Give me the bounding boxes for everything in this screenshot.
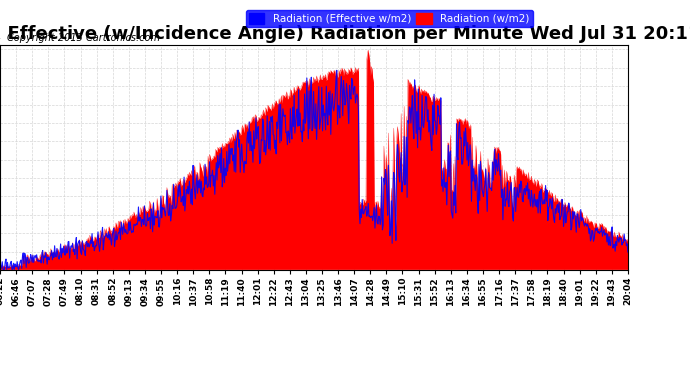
Legend: Radiation (Effective w/m2), Radiation (w/m2): Radiation (Effective w/m2), Radiation (w…: [246, 10, 533, 27]
Text: Copyright 2013 Cartronics.com: Copyright 2013 Cartronics.com: [7, 33, 160, 43]
Title: Solar & Effective (w/Incidence Angle) Radiation per Minute Wed Jul 31 20:11: Solar & Effective (w/Incidence Angle) Ra…: [0, 26, 690, 44]
